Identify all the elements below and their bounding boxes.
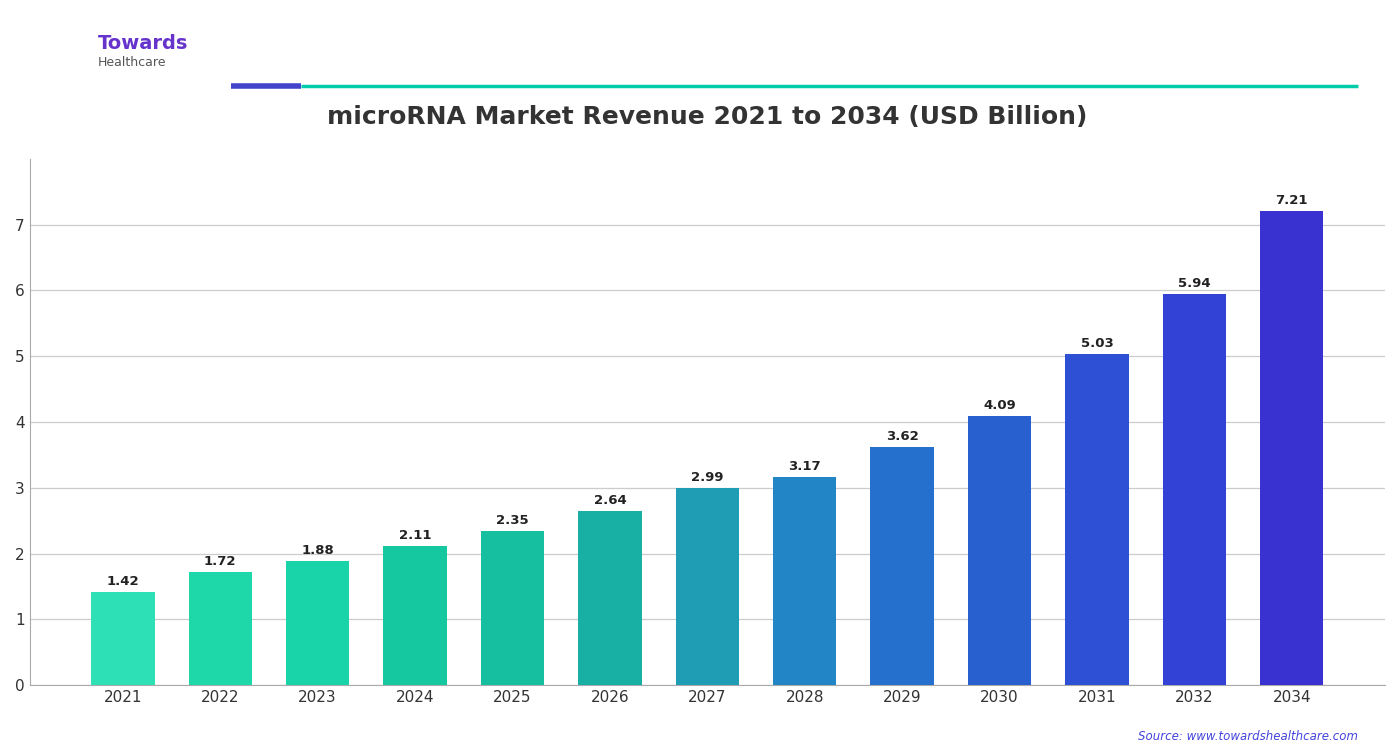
Bar bbox=[967, 416, 1032, 686]
Text: 2.99: 2.99 bbox=[692, 472, 724, 484]
Bar bbox=[1065, 354, 1128, 686]
Bar bbox=[1260, 211, 1323, 686]
Text: 2.35: 2.35 bbox=[496, 514, 529, 526]
Bar bbox=[189, 572, 252, 686]
Bar bbox=[286, 562, 350, 686]
Text: 2.11: 2.11 bbox=[399, 530, 431, 542]
Text: 5.03: 5.03 bbox=[1081, 338, 1113, 350]
Bar bbox=[91, 592, 154, 686]
Text: 3.62: 3.62 bbox=[886, 430, 918, 443]
Bar bbox=[384, 546, 447, 686]
Text: 7.21: 7.21 bbox=[1275, 194, 1308, 207]
Bar bbox=[871, 447, 934, 686]
Text: 2.64: 2.64 bbox=[594, 494, 626, 508]
Text: 1.88: 1.88 bbox=[301, 544, 335, 557]
Text: 1.72: 1.72 bbox=[204, 555, 237, 568]
Bar bbox=[773, 476, 836, 686]
Text: 4.09: 4.09 bbox=[983, 399, 1016, 412]
Bar bbox=[578, 512, 641, 686]
Bar bbox=[676, 488, 739, 686]
Title: microRNA Market Revenue 2021 to 2034 (USD Billion): microRNA Market Revenue 2021 to 2034 (US… bbox=[328, 105, 1088, 129]
Text: 5.94: 5.94 bbox=[1177, 278, 1211, 290]
Bar bbox=[480, 530, 545, 686]
Bar bbox=[1162, 294, 1226, 686]
Text: Healthcare: Healthcare bbox=[98, 56, 167, 69]
Text: Source: www.towardshealthcare.com: Source: www.towardshealthcare.com bbox=[1138, 730, 1358, 742]
Text: 1.42: 1.42 bbox=[106, 574, 139, 588]
Text: Towards: Towards bbox=[98, 34, 189, 53]
Text: 3.17: 3.17 bbox=[788, 460, 820, 472]
